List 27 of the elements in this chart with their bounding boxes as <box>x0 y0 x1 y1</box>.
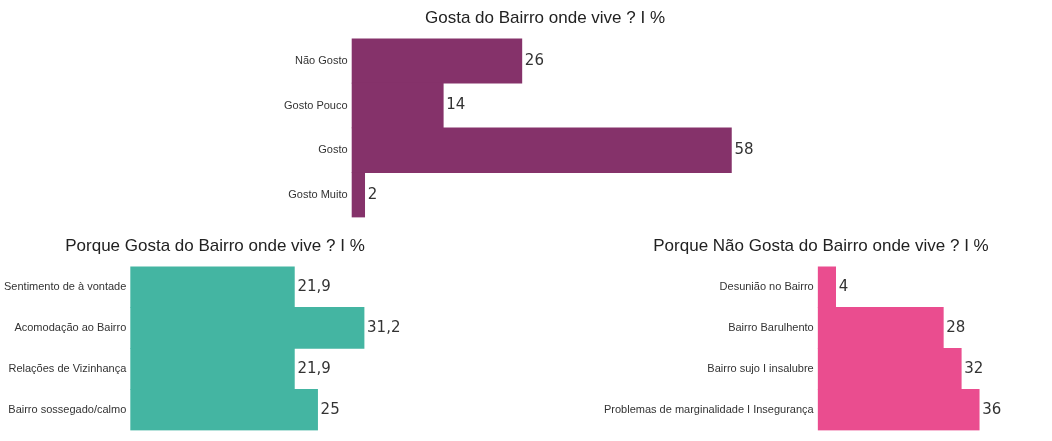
y-tick-label: Não Gosto <box>295 53 348 66</box>
y-tick-label: Bairro sujo I insalubre <box>707 361 814 374</box>
chart-title: Porque Gosta do Bairro onde vive ? I % <box>65 235 365 255</box>
data-label: 28 <box>946 317 966 336</box>
y-tick-label: Bairro sossegado/calmo <box>8 402 127 415</box>
data-label: 31,2 <box>367 317 401 336</box>
y-tick-label: Problemas de marginalidade I Insegurança <box>603 402 815 415</box>
data-label: 58 <box>734 140 754 159</box>
data-label: 14 <box>446 95 466 114</box>
data-label: 26 <box>524 50 544 69</box>
data-label: 25 <box>320 399 340 418</box>
y-tick-label: Gosto Muito <box>288 188 348 201</box>
data-label: 32 <box>964 358 984 377</box>
y-tick-label: Acomodação ao Bairro <box>14 320 127 333</box>
data-label: 4 <box>838 276 849 295</box>
y-tick-label: Sentimento de à vontade <box>4 279 127 292</box>
y-tick-label: Gosto Pouco <box>284 98 348 111</box>
y-tick-label: Gosto <box>318 143 348 156</box>
data-label: 21,9 <box>297 358 331 377</box>
y-tick-label: Relações de Vizinhança <box>8 361 128 374</box>
chart-title: Gosta do Bairro onde vive ? I % <box>424 7 666 27</box>
y-tick-label: Bairro Barulhento <box>728 320 814 333</box>
chart-title: Porque Não Gosta do Bairro onde vive ? I % <box>653 235 989 255</box>
data-label: 2 <box>367 184 378 203</box>
data-label: 21,9 <box>297 276 331 295</box>
y-tick-label: Desunião no Bairro <box>719 279 814 292</box>
data-label: 36 <box>982 399 1002 418</box>
